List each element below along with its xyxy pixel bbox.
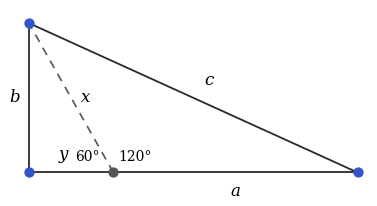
Text: y: y [59, 146, 68, 164]
Text: c: c [204, 72, 214, 89]
Text: 120°: 120° [118, 150, 152, 164]
Point [110, 171, 116, 174]
Point [354, 171, 360, 174]
Point [26, 21, 32, 25]
Text: a: a [230, 183, 241, 200]
Text: 60°: 60° [75, 150, 99, 164]
Text: x: x [81, 89, 90, 106]
Point [26, 171, 32, 174]
Text: b: b [9, 89, 20, 106]
